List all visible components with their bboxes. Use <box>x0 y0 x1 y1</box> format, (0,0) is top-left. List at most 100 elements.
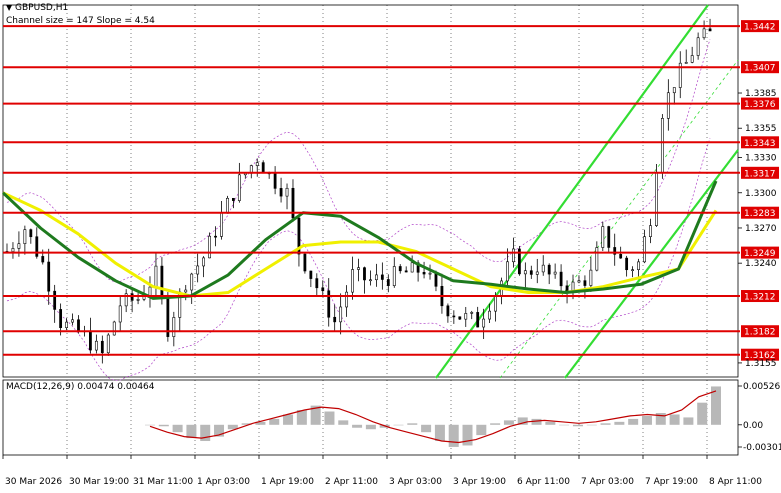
x-tick-label: 3 Apr 19:00 <box>453 477 506 487</box>
candle-body <box>279 188 283 197</box>
candle-body <box>351 269 354 293</box>
candle-body <box>220 212 223 237</box>
candle-body <box>77 319 80 332</box>
level-price-label: 1.3162 <box>744 351 776 361</box>
candle-body <box>232 197 235 201</box>
macd-hist-bar <box>310 405 321 425</box>
macd-hist-bar <box>572 424 583 427</box>
macd-hist-bar <box>545 421 556 425</box>
candle-body <box>523 270 527 275</box>
lower-band <box>6 137 711 381</box>
macd-hist-bar <box>407 423 418 425</box>
channel-mid-line <box>499 59 739 379</box>
candle-body <box>553 271 557 275</box>
candle-body <box>148 286 152 296</box>
candle-body <box>339 306 343 323</box>
collapse-triangle-icon[interactable]: ▼ <box>6 3 13 12</box>
candle-body <box>607 226 611 248</box>
level-price-tag <box>741 166 779 179</box>
symbol-label: GBPUSD,H1 <box>15 3 69 13</box>
x-tick-label: 8 Apr 11:00 <box>709 477 762 487</box>
candle-body <box>595 247 599 271</box>
y-tick-label: 1.3355 <box>745 124 777 134</box>
candle-body <box>23 229 27 245</box>
candle-body <box>666 92 670 119</box>
candle-body <box>690 55 694 63</box>
macd-tick-label: 0.00 <box>743 421 763 431</box>
candle-body <box>535 271 539 275</box>
macd-hist-bar <box>158 424 169 427</box>
candle-body <box>357 267 360 270</box>
y-tick-label: 1.3155 <box>745 359 777 369</box>
y-tick-label: 1.3385 <box>745 89 777 99</box>
macd-hist-bar <box>517 417 528 425</box>
candle-body <box>494 295 497 312</box>
candle-body <box>434 272 438 287</box>
candle-body <box>202 257 206 267</box>
candle-body <box>386 279 390 286</box>
macd-hist-bar <box>697 402 708 425</box>
x-tick-label: 6 Apr 11:00 <box>517 477 570 487</box>
candle-body <box>172 317 176 337</box>
macd-hist-bar <box>448 424 459 447</box>
macd-hist-bar <box>214 424 225 437</box>
macd-hist-bar <box>600 423 611 425</box>
candle-body <box>660 118 664 174</box>
candle-body <box>309 270 313 279</box>
level-price-label: 1.3283 <box>744 209 776 219</box>
candle-body <box>255 162 259 166</box>
candle-body <box>154 265 158 288</box>
candle-body <box>321 287 325 292</box>
candle-body <box>17 243 21 249</box>
candle-body <box>470 312 474 314</box>
candle-body <box>29 229 33 238</box>
candle-body <box>124 293 128 307</box>
candle-body <box>392 266 396 286</box>
macd-hist-bar <box>490 423 501 425</box>
macd-hist-bar <box>586 424 597 426</box>
candle-body <box>184 289 188 293</box>
macd-hist-bar <box>655 412 666 425</box>
level-price-tag <box>741 325 779 338</box>
level-price-label: 1.3442 <box>744 23 776 33</box>
candle-body <box>285 187 289 197</box>
candle-body <box>47 261 51 292</box>
candle-body <box>702 28 706 39</box>
macd-hist-bar <box>296 410 307 425</box>
macd-hist-bar <box>476 424 487 436</box>
macd-hist-bar <box>269 418 280 425</box>
upper-band <box>6 39 711 283</box>
macd-hist-bar <box>365 424 376 430</box>
candle-body <box>464 313 468 320</box>
x-tick-label: 30 Mar 2026 <box>5 477 62 487</box>
level-price-tag <box>741 246 779 259</box>
candle-body <box>458 316 462 320</box>
candle-body <box>446 305 450 317</box>
level-price-label: 1.3343 <box>744 139 776 149</box>
level-price-tag <box>741 61 779 74</box>
candle-body <box>637 261 640 270</box>
y-tick-label: 1.3300 <box>745 189 777 199</box>
candle-body <box>291 187 295 219</box>
macd-tick-label: 0.00526 <box>743 382 780 392</box>
candle-body <box>214 235 217 238</box>
macd-hist-bar <box>255 421 266 425</box>
candle-body <box>303 253 307 272</box>
candle-body <box>226 197 229 214</box>
x-tick-label: 30 Mar 19:00 <box>69 477 129 487</box>
candle-body <box>672 87 676 94</box>
level-price-label: 1.3182 <box>744 328 776 338</box>
candle-body <box>559 271 563 287</box>
macd-hist-bar <box>338 420 349 425</box>
macd-hist-bar <box>683 417 694 425</box>
candle-body <box>89 330 92 351</box>
candle-body <box>297 217 301 255</box>
price-pane-frame <box>2 4 739 378</box>
macd-hist-bar <box>241 423 252 425</box>
candle-body <box>398 266 402 272</box>
candle-body <box>71 319 74 323</box>
candle-body <box>422 271 426 275</box>
candle-body <box>53 290 57 310</box>
macd-hist-bar <box>614 421 625 425</box>
